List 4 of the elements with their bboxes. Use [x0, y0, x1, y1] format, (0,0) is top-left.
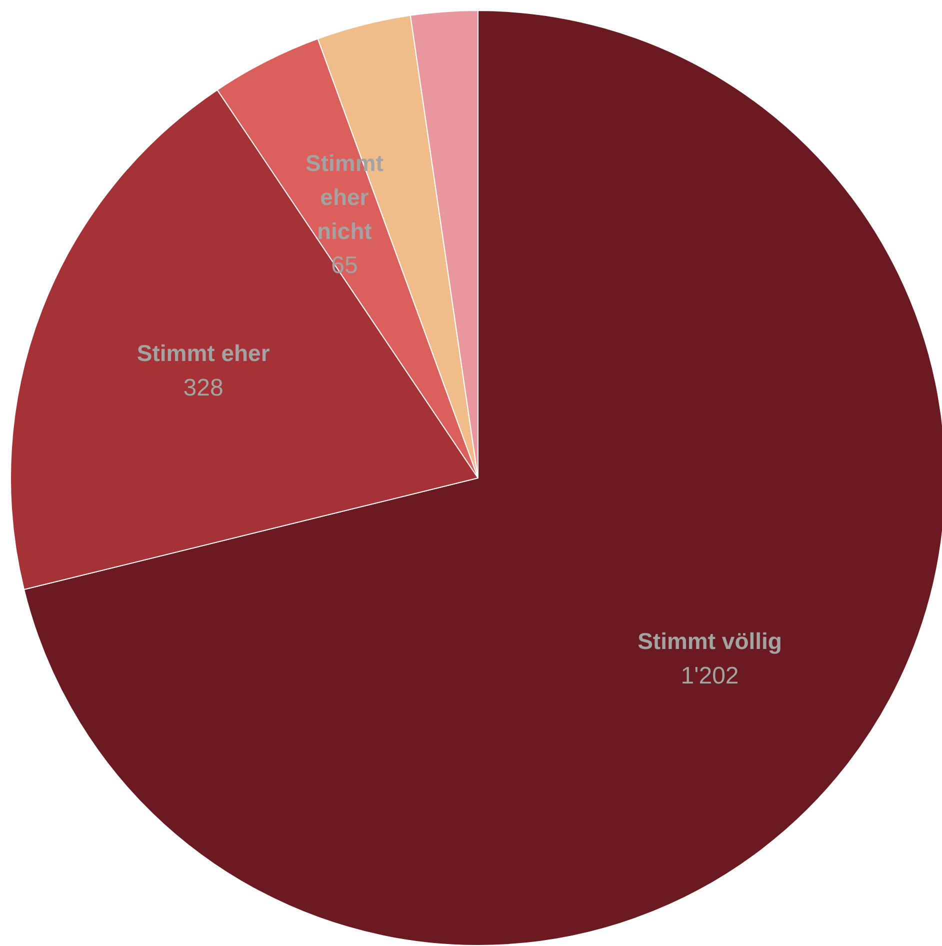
slice-label: Stimmt eher [136, 340, 270, 366]
slice-label: Stimmt völlig [638, 628, 782, 654]
data-label: 328 [183, 374, 224, 402]
data-label: 1'202 [680, 662, 739, 690]
